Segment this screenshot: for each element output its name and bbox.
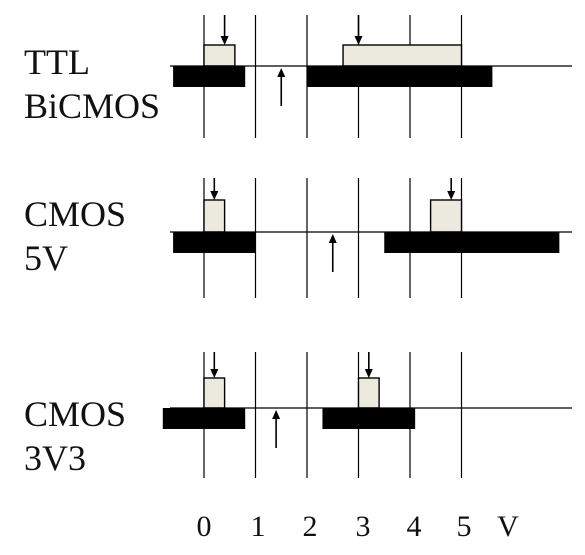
input-arrow-head bbox=[272, 410, 281, 419]
input-level-bar bbox=[322, 408, 416, 429]
axis-unit-label: V bbox=[497, 510, 519, 543]
family-label-cmos5v: CMOS 5V bbox=[24, 192, 126, 280]
output-level-box bbox=[203, 199, 226, 233]
input-level-bar bbox=[384, 232, 560, 253]
output-arrow-head bbox=[364, 369, 373, 378]
output-arrow-head bbox=[354, 36, 363, 45]
family-label-line1: CMOS bbox=[24, 194, 127, 234]
input-arrow-head bbox=[277, 68, 286, 77]
output-level-box bbox=[342, 44, 463, 67]
output-level-box bbox=[203, 44, 236, 67]
input-arrow-head bbox=[328, 234, 337, 243]
family-label-line2: 5V bbox=[24, 238, 68, 278]
family-label-cmos3v3: CMOS 3V3 bbox=[24, 392, 126, 480]
axis-tick-label: 4 bbox=[406, 510, 422, 543]
family-label-line1: TTL bbox=[24, 42, 90, 82]
output-level-box bbox=[357, 377, 380, 409]
family-label-ttl: TTL BiCMOS bbox=[24, 40, 160, 128]
output-level-box bbox=[429, 199, 463, 233]
output-level-box bbox=[203, 377, 226, 409]
family-label-line1: CMOS bbox=[24, 394, 127, 434]
input-level-bar bbox=[307, 66, 493, 87]
axis-tick-label: 5 bbox=[456, 510, 472, 543]
axis-tick-label: 3 bbox=[355, 510, 371, 543]
output-arrow-head bbox=[210, 191, 219, 200]
axis-tick-label: 0 bbox=[196, 510, 212, 543]
family-label-line2: 3V3 bbox=[24, 438, 86, 478]
axis-tick-label: 2 bbox=[302, 510, 318, 543]
output-arrow-head bbox=[210, 369, 219, 378]
family-label-line2: BiCMOS bbox=[24, 86, 161, 126]
input-level-bar bbox=[173, 66, 246, 87]
axis-tick-label: 1 bbox=[250, 510, 266, 543]
input-level-bar bbox=[173, 232, 256, 253]
input-level-bar bbox=[162, 408, 246, 429]
output-arrow-head bbox=[220, 36, 229, 45]
output-arrow-head bbox=[447, 191, 456, 200]
